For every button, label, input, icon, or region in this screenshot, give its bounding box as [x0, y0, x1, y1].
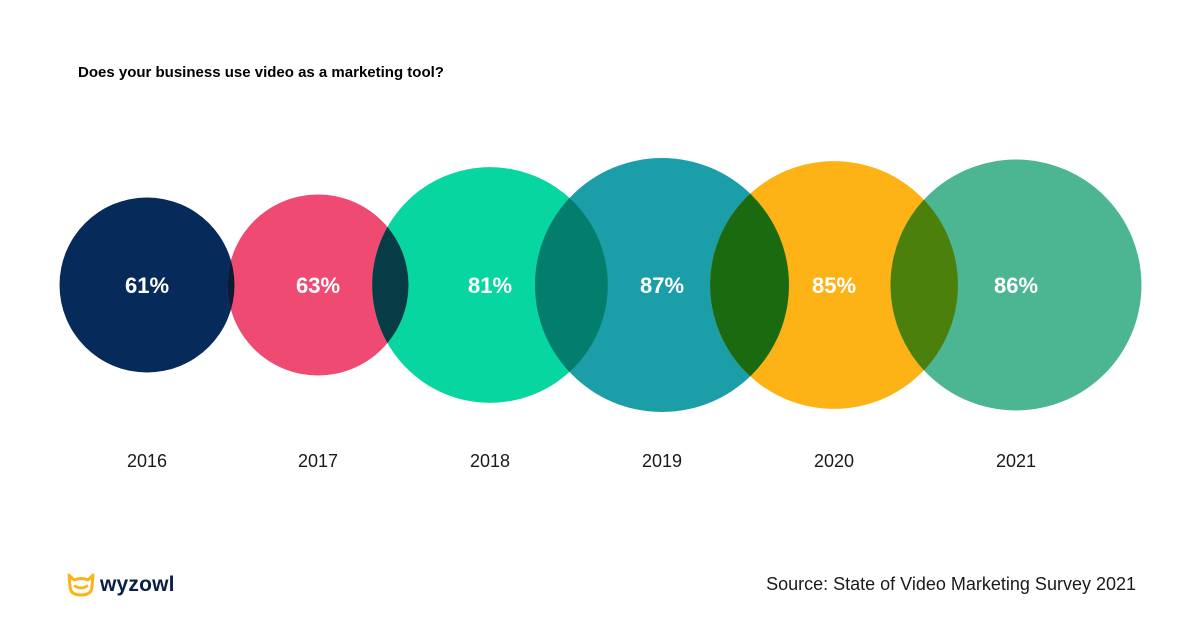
bubble-layer	[59, 158, 1142, 412]
year-label-2019: 2019	[642, 451, 682, 471]
bubble-2017	[227, 194, 409, 376]
value-label-2020: 85%	[812, 273, 856, 298]
value-label-2018: 81%	[468, 273, 512, 298]
logo-text: wyzowl	[100, 573, 175, 596]
bubble-2016	[59, 197, 235, 373]
value-label-2021: 86%	[994, 273, 1038, 298]
value-label-2016: 61%	[125, 273, 169, 298]
year-label-2018: 2018	[470, 451, 510, 471]
year-label-layer: 2016 2017 2018 2019 2020 2021	[127, 451, 1036, 471]
year-label-2021: 2021	[996, 451, 1036, 471]
owl-icon	[67, 573, 95, 597]
overlap-2019-2020	[710, 161, 789, 409]
value-label-2019: 87%	[640, 273, 684, 298]
chart-title: Does your business use video as a market…	[78, 64, 444, 81]
year-label-2016: 2016	[127, 451, 167, 471]
year-label-2020: 2020	[814, 451, 854, 471]
value-label-layer: 61% 63% 81% 87% 85% 86%	[125, 273, 1038, 298]
value-label-2017: 63%	[296, 273, 340, 298]
year-label-2017: 2017	[298, 451, 338, 471]
bubble-2018	[372, 167, 608, 403]
bubble-2021	[890, 159, 1142, 411]
source-note: Source: State of Video Marketing Survey …	[766, 574, 1136, 594]
bubble-2019	[535, 158, 789, 412]
wyzowl-logo: wyzowl	[66, 572, 175, 598]
